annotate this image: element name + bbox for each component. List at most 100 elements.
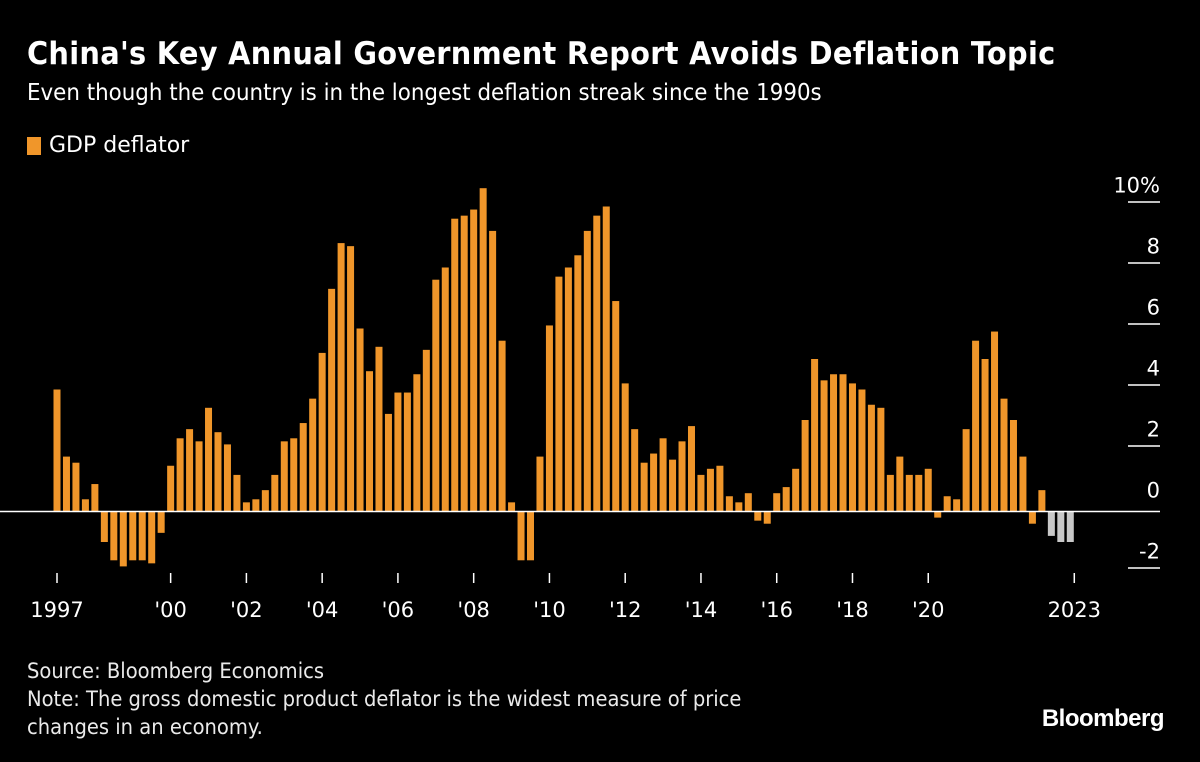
bar (830, 374, 838, 512)
bar (962, 429, 970, 512)
x-tick-label: '10 (533, 598, 566, 622)
bar (214, 432, 222, 512)
legend: GDP deflator (27, 133, 189, 158)
bar (233, 474, 241, 512)
bar (744, 493, 752, 512)
bloomberg-logo: Bloomberg (1041, 705, 1165, 732)
x-tick-label: '08 (457, 598, 490, 622)
bar (953, 499, 961, 512)
bar (508, 502, 516, 512)
bar (100, 511, 108, 542)
bar (479, 188, 487, 512)
bar (678, 441, 686, 512)
bar (489, 230, 497, 512)
bar (981, 359, 989, 512)
bar (119, 511, 127, 567)
bar (167, 465, 175, 512)
bar (801, 420, 809, 512)
bar (839, 374, 847, 512)
bar (261, 490, 269, 512)
bar (498, 340, 506, 512)
bar (290, 438, 298, 512)
bar (1066, 511, 1074, 542)
bar (943, 496, 951, 512)
bar (536, 456, 544, 512)
bar (337, 243, 345, 512)
bar (612, 301, 620, 512)
bar (205, 407, 213, 512)
bar (517, 511, 525, 561)
note-text-line2: changes in an economy. (27, 715, 263, 739)
bar (138, 511, 146, 561)
bar (564, 267, 572, 512)
bar (242, 502, 250, 512)
x-tick-label: '20 (912, 598, 945, 622)
bar (754, 511, 762, 521)
chart-subtitle: Even though the country is in the longes… (27, 80, 822, 106)
bar (328, 288, 336, 512)
bar (915, 474, 923, 512)
bar (640, 462, 648, 512)
y-tick-label: 4 (1147, 357, 1160, 381)
bar (441, 267, 449, 512)
x-tick-label: '06 (382, 598, 415, 622)
bar (867, 404, 875, 512)
bar (725, 496, 733, 512)
bar (991, 331, 999, 512)
bar (706, 468, 714, 512)
bar (820, 380, 828, 512)
bar (422, 349, 430, 512)
bar (271, 474, 279, 512)
y-tick-label: 0 (1147, 479, 1160, 503)
bar (309, 398, 317, 512)
bar (91, 484, 99, 512)
x-tick-label: 2023 (1048, 598, 1101, 622)
bar (602, 206, 610, 512)
bar (110, 511, 118, 561)
legend-label: GDP deflator (49, 133, 190, 158)
note-text-line1: Note: The gross domestic product deflato… (27, 687, 742, 711)
bar (792, 468, 800, 512)
bar (148, 511, 156, 564)
bar (366, 371, 374, 512)
bar (403, 392, 411, 512)
bar (394, 392, 402, 512)
bar (81, 499, 89, 512)
x-tick-label: '04 (306, 598, 339, 622)
bar (470, 209, 478, 512)
bar (848, 383, 856, 512)
bar (375, 346, 383, 512)
x-tick-label: '18 (836, 598, 869, 622)
y-tick-label: 6 (1147, 296, 1160, 320)
bar (72, 462, 80, 512)
footer: Source: Bloomberg Economics Note: The gr… (27, 657, 741, 741)
bar (924, 468, 932, 512)
bar (451, 218, 459, 512)
bar (735, 502, 743, 512)
bar (413, 374, 421, 512)
bar (129, 511, 137, 561)
bar (195, 441, 203, 512)
bar (886, 474, 894, 512)
bar (384, 413, 392, 512)
bar (631, 429, 639, 512)
bar (318, 352, 326, 512)
bar (1028, 511, 1036, 524)
bar (716, 465, 724, 512)
bar (650, 453, 658, 512)
x-tick-label: '14 (685, 598, 718, 622)
bar (763, 511, 771, 524)
bar (1057, 511, 1065, 542)
bar (1047, 511, 1055, 536)
bar (432, 279, 440, 512)
bar (1000, 398, 1008, 512)
chart-title: China's Key Annual Government Report Avo… (27, 36, 1056, 72)
bar (176, 438, 184, 512)
bar (555, 276, 563, 512)
bar (62, 456, 70, 512)
bar (905, 474, 913, 512)
x-tick-label: '16 (760, 598, 793, 622)
x-tick-label: '12 (609, 598, 642, 622)
bar (223, 444, 231, 512)
